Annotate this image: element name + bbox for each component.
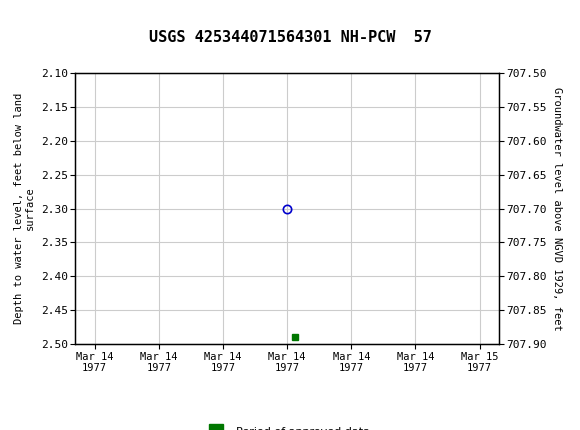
Text: ╳USGS: ╳USGS: [17, 8, 76, 31]
Text: USGS 425344071564301 NH-PCW  57: USGS 425344071564301 NH-PCW 57: [148, 30, 432, 45]
Y-axis label: Groundwater level above NGVD 1929, feet: Groundwater level above NGVD 1929, feet: [553, 87, 563, 330]
Legend: Period of approved data: Period of approved data: [200, 423, 374, 430]
Y-axis label: Depth to water level, feet below land
surface: Depth to water level, feet below land su…: [13, 93, 35, 324]
